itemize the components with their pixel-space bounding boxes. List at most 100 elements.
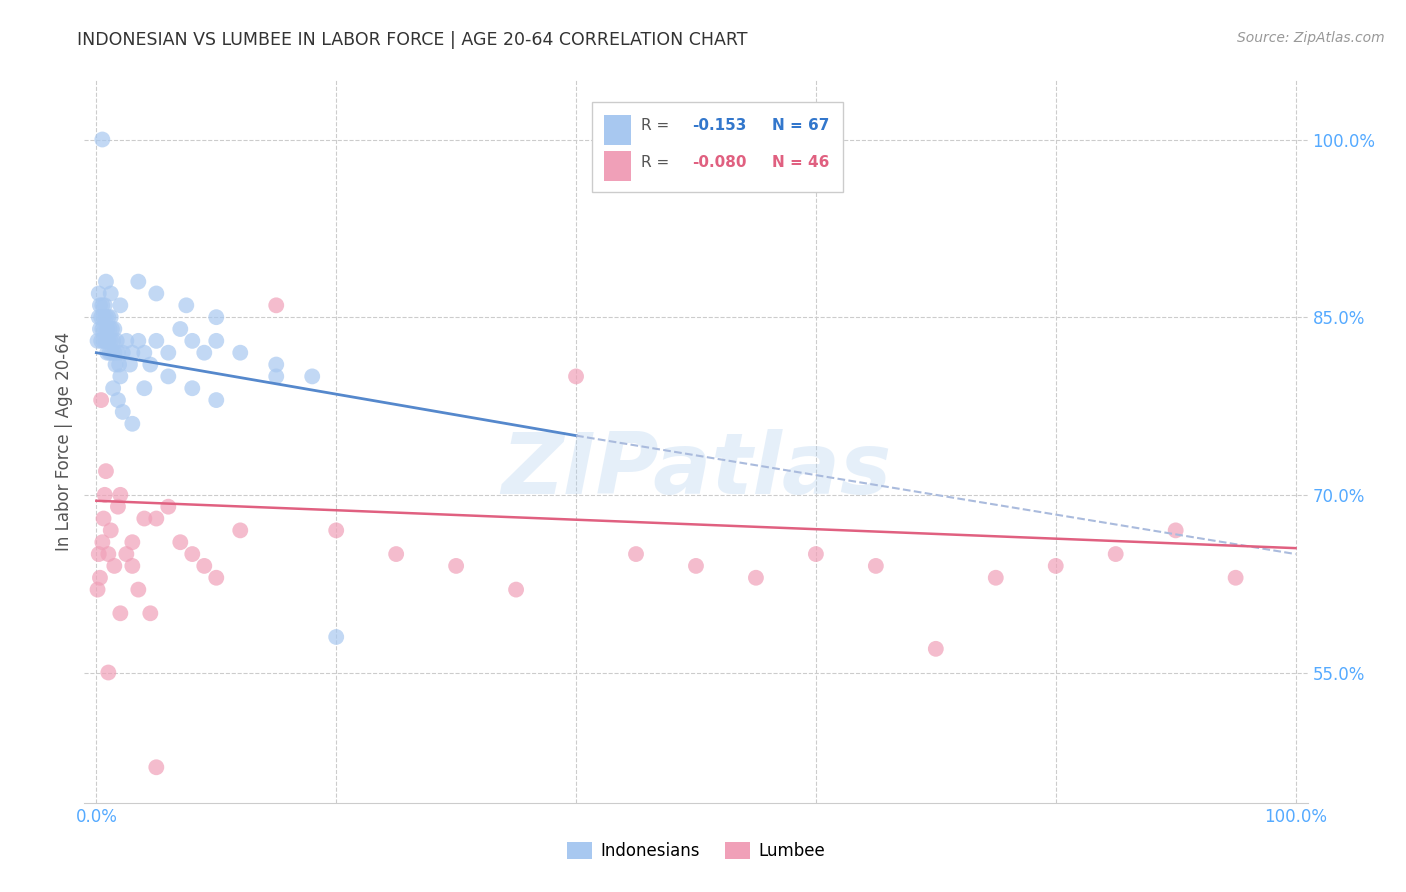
Point: [385, 547, 408, 561]
Point: [127, 275, 149, 289]
Point: [100, 524, 122, 538]
Point: [121, 345, 143, 359]
Point: [157, 500, 180, 514]
Point: [101, 334, 124, 348]
Point: [93, 298, 117, 312]
Point: [107, 393, 129, 408]
Point: [87, 286, 110, 301]
Point: [121, 535, 143, 549]
Point: [91, 322, 114, 336]
Point: [205, 393, 228, 408]
Point: [89, 571, 111, 585]
Text: -0.080: -0.080: [692, 154, 747, 169]
Point: [98, 345, 121, 359]
Point: [91, 298, 114, 312]
Point: [205, 334, 228, 348]
Point: [925, 641, 948, 656]
Point: [91, 132, 114, 146]
Point: [229, 345, 252, 359]
Point: [90, 393, 112, 408]
Point: [87, 310, 110, 325]
Point: [105, 334, 128, 348]
Point: [115, 334, 138, 348]
Point: [505, 582, 527, 597]
Point: [139, 358, 162, 372]
Point: [107, 345, 129, 359]
Point: [111, 345, 134, 359]
Point: [94, 275, 117, 289]
Point: [127, 334, 149, 348]
Point: [181, 381, 204, 395]
Point: [264, 358, 287, 372]
Legend: Indonesians, Lumbee: Indonesians, Lumbee: [561, 835, 831, 867]
Text: R =: R =: [641, 118, 669, 133]
FancyBboxPatch shape: [605, 115, 631, 145]
Point: [110, 369, 132, 384]
Point: [181, 547, 204, 561]
Point: [145, 760, 167, 774]
Point: [444, 558, 467, 573]
Point: [157, 345, 180, 359]
Point: [193, 558, 215, 573]
Point: [1225, 571, 1247, 585]
Point: [301, 369, 323, 384]
Point: [325, 630, 347, 644]
Point: [110, 607, 132, 621]
Point: [145, 286, 167, 301]
Point: [685, 558, 707, 573]
Point: [264, 298, 287, 312]
Point: [134, 511, 156, 525]
Point: [91, 535, 114, 549]
Point: [94, 334, 117, 348]
Point: [103, 322, 125, 336]
Point: [325, 524, 347, 538]
Point: [110, 488, 132, 502]
Y-axis label: In Labor Force | Age 20-64: In Labor Force | Age 20-64: [55, 332, 73, 551]
Point: [121, 417, 143, 431]
Point: [121, 558, 143, 573]
Point: [565, 369, 588, 384]
Point: [97, 547, 120, 561]
Point: [169, 535, 191, 549]
Point: [93, 511, 115, 525]
Point: [118, 358, 141, 372]
Point: [134, 345, 156, 359]
Point: [229, 524, 252, 538]
Point: [93, 322, 117, 336]
Point: [110, 298, 132, 312]
Point: [100, 334, 122, 348]
Point: [87, 547, 110, 561]
Point: [96, 345, 118, 359]
Point: [100, 286, 122, 301]
Point: [984, 571, 1007, 585]
Point: [101, 381, 124, 395]
Point: [101, 322, 124, 336]
Point: [96, 322, 118, 336]
Point: [264, 369, 287, 384]
Point: [94, 310, 117, 325]
Point: [127, 582, 149, 597]
Point: [1045, 558, 1067, 573]
Point: [103, 345, 125, 359]
Point: [181, 334, 204, 348]
Text: N = 67: N = 67: [772, 118, 830, 133]
Text: ZIPatlas: ZIPatlas: [501, 429, 891, 512]
Text: Source: ZipAtlas.com: Source: ZipAtlas.com: [1237, 31, 1385, 45]
Point: [97, 665, 120, 680]
Point: [174, 298, 197, 312]
Point: [90, 310, 112, 325]
Point: [94, 464, 117, 478]
Point: [90, 334, 112, 348]
Point: [145, 334, 167, 348]
Point: [97, 334, 120, 348]
Point: [1164, 524, 1187, 538]
Point: [89, 322, 111, 336]
Point: [193, 345, 215, 359]
Point: [93, 334, 115, 348]
Point: [1105, 547, 1128, 561]
Point: [86, 334, 108, 348]
Point: [205, 310, 228, 325]
Point: [115, 547, 138, 561]
Point: [145, 511, 167, 525]
Point: [100, 310, 122, 325]
